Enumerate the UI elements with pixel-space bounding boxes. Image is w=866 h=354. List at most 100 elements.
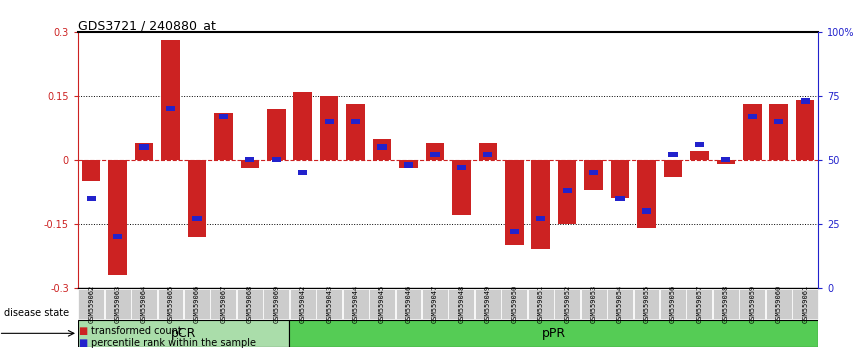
Bar [558, 160, 577, 224]
Bar [747, 114, 757, 119]
Text: transformed count: transformed count [91, 326, 182, 336]
Text: GSM559053: GSM559053 [591, 285, 597, 323]
Text: GSM559064: GSM559064 [141, 285, 147, 323]
Bar [219, 114, 228, 119]
FancyBboxPatch shape [554, 289, 580, 319]
Bar [585, 160, 603, 190]
Bar [721, 157, 730, 162]
Bar [716, 160, 735, 164]
Bar [87, 196, 96, 201]
FancyBboxPatch shape [184, 289, 210, 319]
Text: GSM559068: GSM559068 [247, 285, 253, 323]
FancyBboxPatch shape [740, 289, 766, 319]
Text: percentile rank within the sample: percentile rank within the sample [91, 338, 256, 348]
FancyBboxPatch shape [634, 289, 659, 319]
Text: disease state: disease state [4, 308, 69, 318]
Text: GSM559060: GSM559060 [776, 285, 782, 323]
Bar [669, 152, 677, 157]
Text: GDS3721 / 240880_at: GDS3721 / 240880_at [78, 19, 216, 32]
Bar [796, 100, 814, 160]
Bar [113, 234, 122, 239]
Bar [351, 119, 360, 124]
FancyBboxPatch shape [289, 320, 818, 347]
FancyBboxPatch shape [263, 289, 289, 319]
FancyBboxPatch shape [131, 289, 157, 319]
Bar [532, 160, 550, 250]
FancyBboxPatch shape [501, 289, 527, 319]
Bar [505, 160, 524, 245]
FancyBboxPatch shape [78, 320, 289, 347]
Text: GSM559054: GSM559054 [617, 285, 623, 323]
Bar [161, 40, 180, 160]
FancyBboxPatch shape [422, 289, 448, 319]
Text: pPR: pPR [542, 327, 566, 340]
Bar [616, 196, 624, 201]
Bar [82, 160, 100, 181]
Bar [642, 209, 651, 213]
FancyBboxPatch shape [316, 289, 342, 319]
FancyBboxPatch shape [290, 289, 316, 319]
Text: GSM559043: GSM559043 [326, 285, 333, 323]
Bar [663, 160, 682, 177]
Bar [108, 160, 126, 275]
Text: GSM559049: GSM559049 [485, 285, 491, 323]
Bar [378, 144, 387, 150]
FancyBboxPatch shape [792, 289, 818, 319]
Text: pCR: pCR [171, 327, 197, 340]
Bar [536, 216, 546, 221]
Text: GSM559052: GSM559052 [564, 285, 570, 323]
Bar [272, 157, 281, 162]
Bar [320, 96, 339, 160]
Bar [188, 160, 206, 236]
Bar [452, 160, 470, 215]
Text: GSM559042: GSM559042 [300, 285, 306, 323]
Text: GSM559065: GSM559065 [167, 285, 173, 323]
Bar [774, 119, 784, 124]
FancyBboxPatch shape [78, 289, 104, 319]
Bar [267, 109, 286, 160]
Bar [690, 151, 708, 160]
Text: ■: ■ [78, 326, 87, 336]
FancyBboxPatch shape [687, 289, 713, 319]
FancyBboxPatch shape [210, 289, 236, 319]
Bar [483, 152, 493, 157]
Bar [298, 170, 307, 175]
Text: GSM559066: GSM559066 [194, 285, 200, 323]
Bar [695, 142, 704, 147]
Bar [294, 92, 312, 160]
Bar [770, 104, 788, 160]
FancyBboxPatch shape [343, 289, 369, 319]
Bar [214, 113, 233, 160]
FancyBboxPatch shape [369, 289, 395, 319]
Text: GSM559055: GSM559055 [643, 285, 650, 323]
Text: GSM559058: GSM559058 [723, 285, 729, 323]
Text: GSM559059: GSM559059 [749, 285, 755, 323]
Bar [346, 104, 365, 160]
Text: ■: ■ [78, 338, 87, 348]
Text: GSM559045: GSM559045 [379, 285, 385, 323]
FancyBboxPatch shape [158, 289, 184, 319]
Bar [800, 98, 810, 103]
Bar [456, 165, 466, 170]
Bar [426, 143, 444, 160]
Text: GSM559056: GSM559056 [670, 285, 676, 323]
Bar [166, 106, 175, 111]
Bar [192, 216, 202, 221]
FancyBboxPatch shape [713, 289, 739, 319]
Text: GSM559046: GSM559046 [405, 285, 411, 323]
FancyBboxPatch shape [766, 289, 792, 319]
Bar [563, 188, 572, 193]
Text: GSM559051: GSM559051 [538, 285, 544, 323]
Text: GSM559050: GSM559050 [511, 285, 517, 323]
Bar [509, 229, 519, 234]
FancyBboxPatch shape [396, 289, 422, 319]
Text: GSM559057: GSM559057 [696, 285, 702, 323]
Bar [589, 170, 598, 175]
Bar [430, 152, 440, 157]
FancyBboxPatch shape [660, 289, 686, 319]
Bar [404, 162, 413, 167]
Text: GSM559044: GSM559044 [352, 285, 359, 323]
Text: GSM559062: GSM559062 [88, 285, 94, 323]
Text: GSM559047: GSM559047 [432, 285, 438, 323]
Text: GSM559048: GSM559048 [458, 285, 464, 323]
